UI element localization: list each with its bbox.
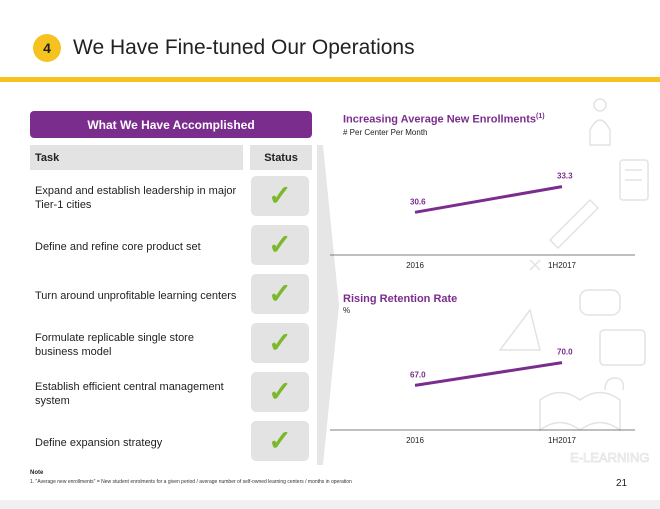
enrollments-line-chart: 30.6 2016 33.3 1H2017 [330,172,635,270]
section-number-badge: 4 [33,34,61,62]
task-row: Expand and establish leadership in major… [30,176,312,220]
status-cell: ✓ [251,176,309,216]
task-row: Define expansion strategy ✓ [30,421,312,465]
task-row: Establish efficient central management s… [30,372,312,416]
enrollments-title-footnote: (1) [535,113,545,120]
x-tick-label: 2016 [406,436,424,445]
footnote-label: Note [30,470,44,476]
x-tick-label: 1H2017 [548,436,577,445]
x-tick-label: 1H2017 [548,261,577,270]
task-label: Define and refine core product set [35,241,201,253]
enrollments-title-text: Increasing Average New Enrollments [343,113,536,126]
data-label: 33.3 [557,172,573,181]
enrollments-chart-title: Increasing Average New Enrollments(1) [343,113,545,126]
retention-line-chart: 67.0 2016 70.0 1H2017 [330,348,635,445]
page-title: We Have Fine-tuned Our Operations [73,36,415,59]
footer-band [0,500,660,509]
task-label: Turn around unprofitable learning center… [35,290,237,302]
title-divider [0,77,660,82]
checkmark-icon: ✓ [268,278,292,309]
series-line [414,185,563,214]
data-label: 70.0 [557,348,573,357]
x-tick-label: 2016 [406,261,424,270]
checkmark-icon: ✓ [268,425,292,456]
checkmark-icon: ✓ [268,376,292,407]
status-cell: ✓ [251,323,309,363]
data-label: 67.0 [410,370,426,379]
data-label: 30.6 [410,197,426,206]
task-label: Expand and establish leadership in major… [35,185,237,211]
task-label: Establish efficient central management s… [35,381,224,407]
task-row: Turn around unprofitable learning center… [30,274,312,318]
accomplished-panel-header: What We Have Accomplished [30,111,312,138]
task-label: Formulate replicable single store busine… [35,332,194,358]
svg-text:E-LEARNING: E-LEARNING [570,450,649,465]
checkmark-icon: ✓ [268,229,292,260]
enrollments-chart-unit: # Per Center Per Month [343,128,428,137]
checkmark-icon: ✓ [268,180,292,211]
task-column-header: Task [30,145,243,170]
checkmark-icon: ✓ [268,327,292,358]
status-cell: ✓ [251,274,309,314]
retention-chart-unit: % [343,306,351,315]
retention-chart-title: Rising Retention Rate [343,293,458,305]
status-cell: ✓ [251,372,309,412]
footnote-text: 1. "Average new enrollments" = New stude… [30,479,352,485]
page-number: 21 [616,478,628,489]
task-label: Define expansion strategy [35,437,163,449]
task-row: Define and refine core product set ✓ [30,225,312,269]
status-cell: ✓ [251,421,309,461]
status-cell: ✓ [251,225,309,265]
education-doodle-background: E-LEARNING [498,98,650,465]
chevron-arrow-shape [317,145,339,465]
series-line [414,361,563,387]
task-row: Formulate replicable single store busine… [30,323,312,367]
status-column-header: Status [250,145,312,170]
